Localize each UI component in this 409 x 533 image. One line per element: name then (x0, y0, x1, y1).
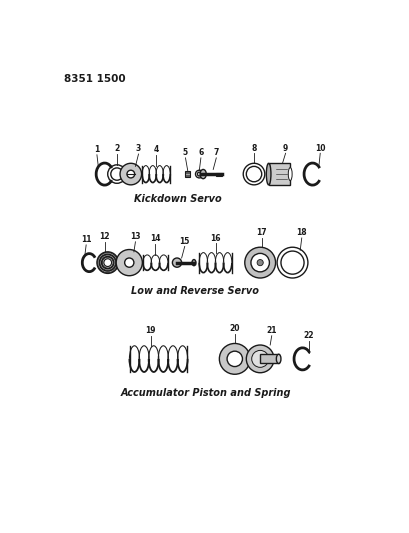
Text: 18: 18 (296, 228, 306, 237)
Text: 19: 19 (145, 326, 156, 335)
Text: 14: 14 (150, 235, 160, 244)
Circle shape (219, 343, 249, 374)
Circle shape (172, 258, 181, 267)
Circle shape (116, 249, 142, 276)
Circle shape (124, 258, 134, 267)
Text: 12: 12 (99, 232, 110, 241)
Bar (185, 171, 190, 177)
Text: 4: 4 (153, 145, 158, 154)
Text: 8351 1500: 8351 1500 (64, 74, 125, 84)
Text: 6: 6 (198, 148, 203, 157)
Circle shape (246, 345, 273, 373)
Text: 3: 3 (135, 144, 141, 154)
Circle shape (127, 170, 134, 178)
Text: 10: 10 (314, 143, 325, 152)
Text: Low and Reverse Servo: Low and Reverse Servo (130, 286, 258, 296)
Text: 20: 20 (229, 325, 239, 334)
Ellipse shape (276, 354, 280, 364)
Text: 15: 15 (179, 237, 189, 246)
Circle shape (103, 259, 111, 266)
Text: 9: 9 (282, 143, 288, 152)
Ellipse shape (288, 167, 292, 181)
Text: 13: 13 (130, 232, 140, 241)
Circle shape (250, 253, 269, 272)
Circle shape (97, 252, 118, 273)
Bar (268, 163, 290, 185)
Text: 5: 5 (182, 148, 188, 157)
Text: 21: 21 (266, 326, 276, 335)
Text: Accumulator Piston and Spring: Accumulator Piston and Spring (121, 387, 291, 398)
Text: 16: 16 (210, 233, 220, 243)
Circle shape (244, 247, 275, 278)
Bar (260, 354, 278, 364)
Circle shape (227, 351, 242, 367)
Text: 2: 2 (114, 144, 119, 154)
Text: 11: 11 (81, 235, 91, 244)
Text: Kickdown Servo: Kickdown Servo (134, 193, 221, 204)
Text: 7: 7 (213, 148, 218, 157)
Ellipse shape (200, 169, 206, 179)
Text: 22: 22 (303, 332, 313, 341)
Text: 8: 8 (251, 143, 256, 152)
Text: 17: 17 (256, 228, 266, 237)
Ellipse shape (191, 260, 196, 265)
Circle shape (256, 260, 263, 265)
Bar (216, 173, 222, 175)
Circle shape (120, 163, 141, 185)
Text: 1: 1 (94, 145, 99, 154)
Circle shape (251, 350, 268, 367)
Ellipse shape (266, 163, 270, 185)
